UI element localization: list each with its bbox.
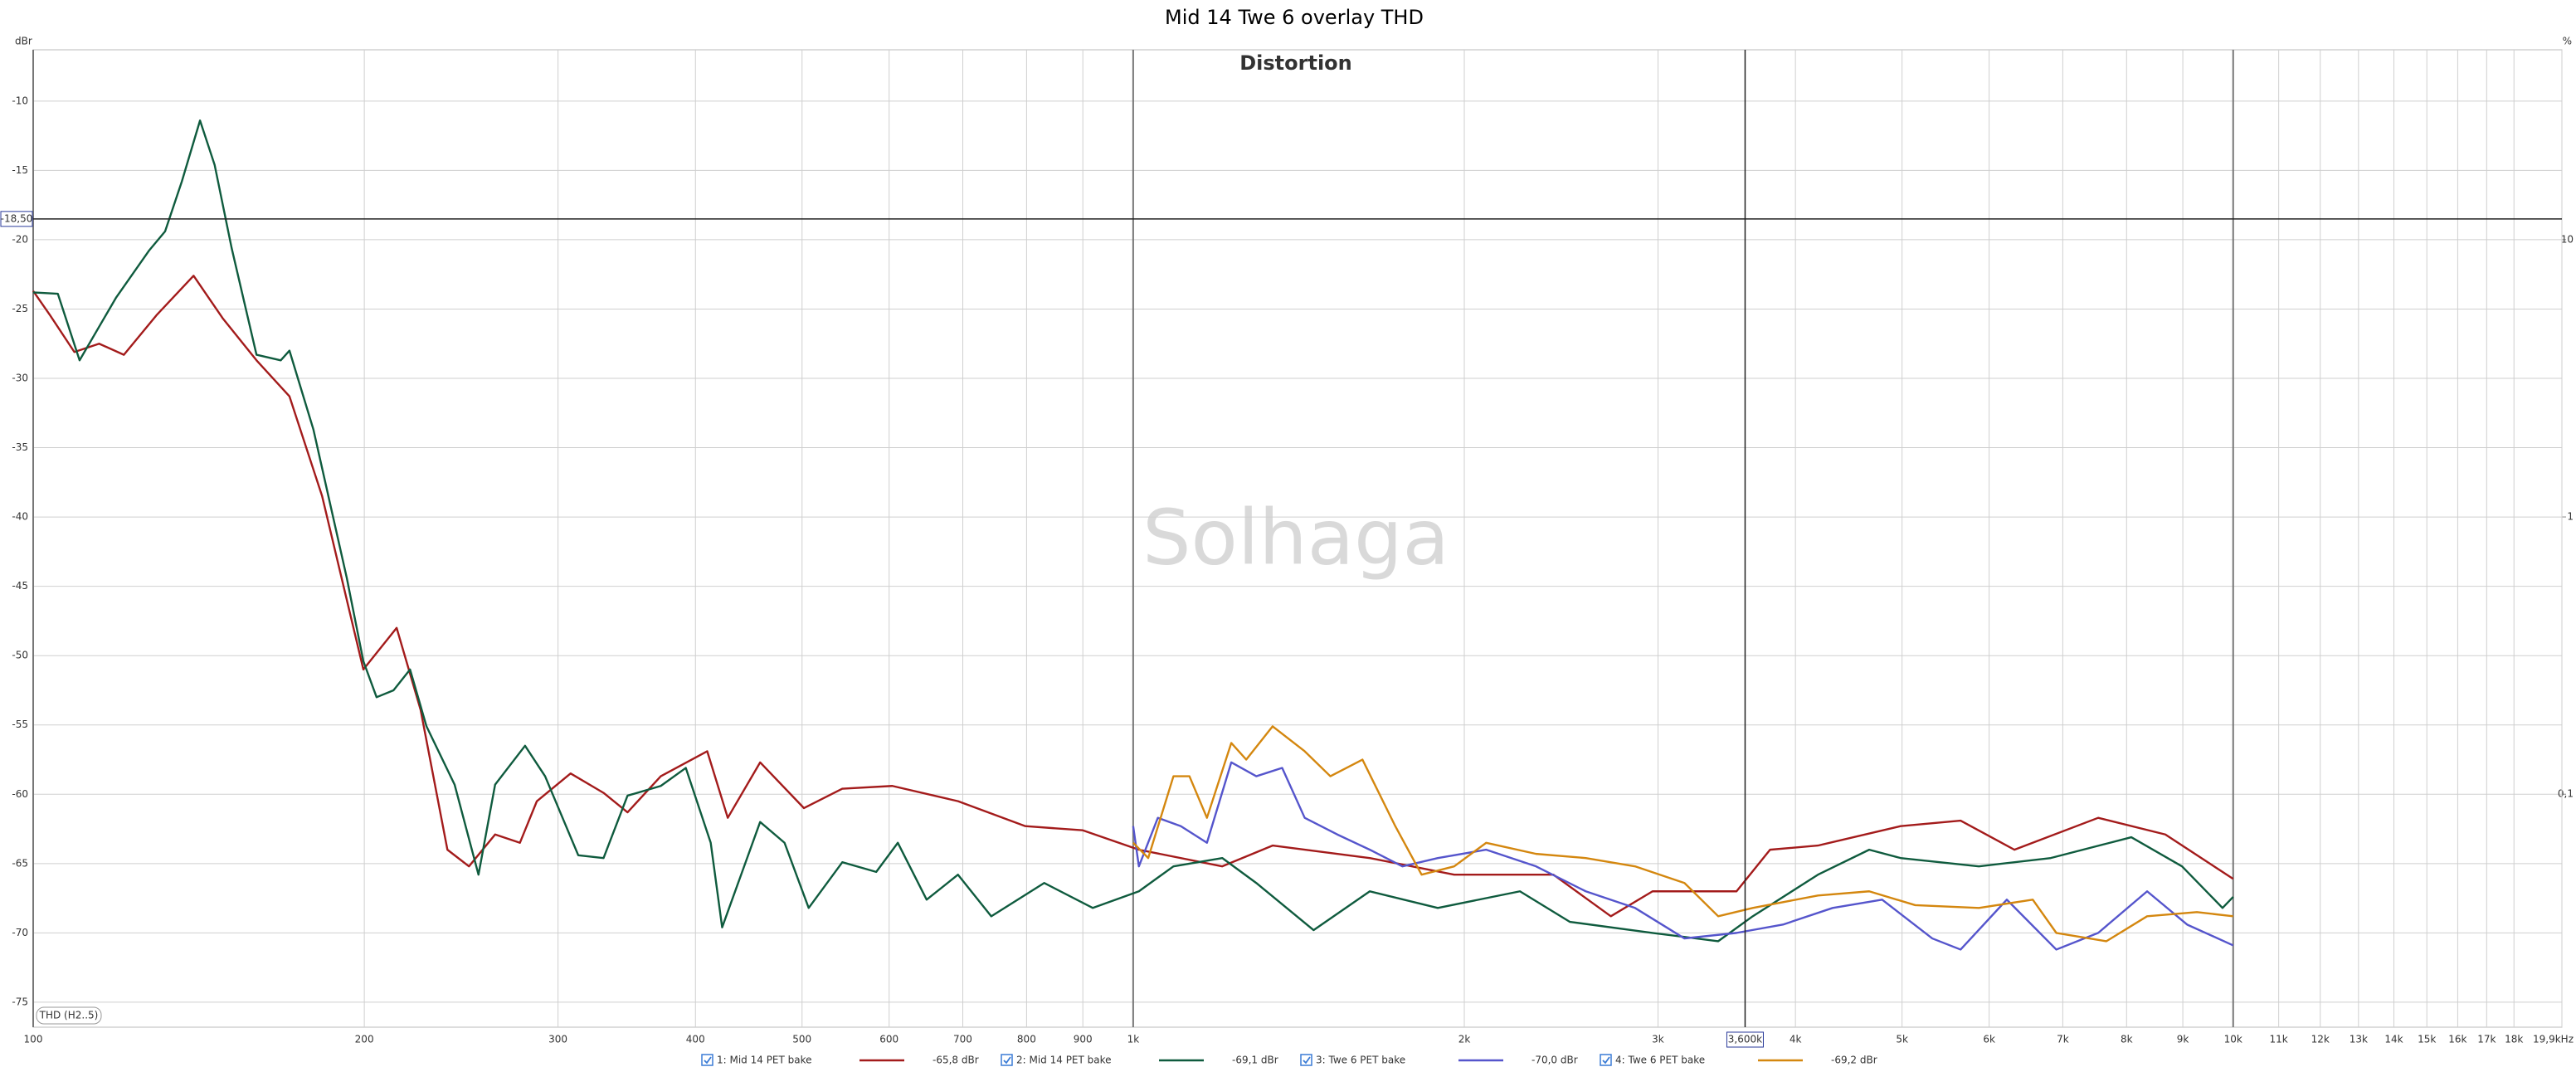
- x-tick-label: 1k: [1127, 1034, 1140, 1045]
- y-tick-label: -20: [12, 233, 28, 245]
- cursor-y-box: [0, 211, 33, 227]
- x-tick-label: 6k: [1983, 1034, 1995, 1045]
- x-tick-label: 900: [1074, 1034, 1093, 1045]
- series-line: [1132, 725, 2233, 943]
- legend-cursor-value: -69,1 dBr: [1232, 1055, 1278, 1066]
- x-tick-label: 16k: [2448, 1034, 2466, 1045]
- x-tick-label: 12k: [2311, 1034, 2330, 1045]
- y-tick-label: -15: [12, 164, 28, 176]
- legend-check: [1602, 1056, 1610, 1065]
- x-tick-label: 10k: [2224, 1034, 2242, 1045]
- y-tick-label: -60: [12, 788, 28, 800]
- x-tick-label: 800: [1017, 1034, 1036, 1045]
- x-tick-label: 200: [355, 1034, 374, 1045]
- x-tick-label: 300: [548, 1034, 567, 1045]
- y-tick-label: -40: [12, 511, 28, 523]
- legend-check: [704, 1056, 712, 1065]
- cursor-x-box: [1726, 1031, 1764, 1048]
- y-tick-label: -30: [12, 373, 28, 384]
- y-tick-label: -10: [12, 95, 28, 106]
- y-tick-label: -70: [12, 927, 28, 938]
- x-tick-label: 500: [792, 1034, 811, 1045]
- x-tick-label: 700: [953, 1034, 972, 1045]
- legend-checkbox[interactable]: [701, 1054, 713, 1066]
- legend-label: 1: Mid 14 PET bake: [717, 1055, 812, 1066]
- x-tick-label: 100: [24, 1034, 43, 1045]
- x-tick-label: 19,9kHz: [2533, 1034, 2574, 1045]
- chart-subtitle: Distortion: [1239, 51, 1352, 75]
- legend-checkbox[interactable]: [1300, 1054, 1312, 1066]
- y2-axis-label: %: [2563, 36, 2572, 47]
- series-line: [32, 119, 2234, 943]
- legend-label: 3: Twe 6 PET bake: [1316, 1055, 1405, 1066]
- legend-check: [1003, 1056, 1011, 1065]
- x-tick-label: 15k: [2418, 1034, 2436, 1045]
- y-tick-label: -25: [12, 303, 28, 314]
- legend-cursor-value: -70,0 dBr: [1531, 1055, 1578, 1066]
- y-tick-label: -65: [12, 857, 28, 869]
- legend-checkbox[interactable]: [1600, 1054, 1612, 1066]
- x-tick-label: 9k: [2177, 1034, 2189, 1045]
- x-tick-label: 600: [879, 1034, 898, 1045]
- chart-title: Mid 14 Twe 6 overlay THD: [1165, 6, 1424, 29]
- x-tick-label: 14k: [2384, 1034, 2403, 1045]
- legend-cursor-value: -65,8 dBr: [933, 1055, 979, 1066]
- x-tick-label: 13k: [2350, 1034, 2368, 1045]
- x-tick-label: 3k: [1652, 1034, 1664, 1045]
- x-tick-label: 400: [686, 1034, 705, 1045]
- y-axis-label: dBr: [15, 36, 32, 47]
- y-tick-label: -50: [12, 650, 28, 661]
- legend-label: 4: Twe 6 PET bake: [1615, 1055, 1705, 1066]
- x-tick-label: 18k: [2505, 1034, 2523, 1045]
- y2-tick-label: 10: [2561, 233, 2574, 245]
- annotation: THD (H2..5): [39, 1010, 99, 1021]
- y2-tick-label: 1: [2567, 511, 2574, 523]
- series-line: [1132, 761, 2234, 951]
- legend-label: 2: Mid 14 PET bake: [1016, 1055, 1112, 1066]
- legend-checkbox[interactable]: [1001, 1054, 1013, 1066]
- cursor-x-label: 3,600k: [1728, 1034, 1762, 1045]
- x-tick-label: 7k: [2057, 1034, 2069, 1045]
- x-tick-label: 5k: [1896, 1034, 1908, 1045]
- y-tick-label: -75: [12, 996, 28, 1007]
- x-tick-label: 11k: [2270, 1034, 2288, 1045]
- x-tick-label: 17k: [2477, 1034, 2496, 1045]
- x-tick-label: 4k: [1790, 1034, 1802, 1045]
- x-tick-label: 8k: [2121, 1034, 2133, 1045]
- series-line: [32, 275, 2234, 918]
- legend-cursor-value: -69,2 dBr: [1831, 1055, 1877, 1066]
- annotation-box: [36, 1006, 102, 1025]
- x-tick-label: 2k: [1458, 1034, 1471, 1045]
- y2-tick-label: 0,1: [2558, 788, 2574, 800]
- legend-check: [1303, 1056, 1311, 1065]
- cursor-y-label: -18,50: [1, 212, 33, 224]
- y-tick-label: -45: [12, 580, 28, 592]
- y-tick-label: -55: [12, 719, 28, 730]
- y-tick-label: -35: [12, 441, 28, 453]
- watermark: Solhaga: [1142, 493, 1449, 582]
